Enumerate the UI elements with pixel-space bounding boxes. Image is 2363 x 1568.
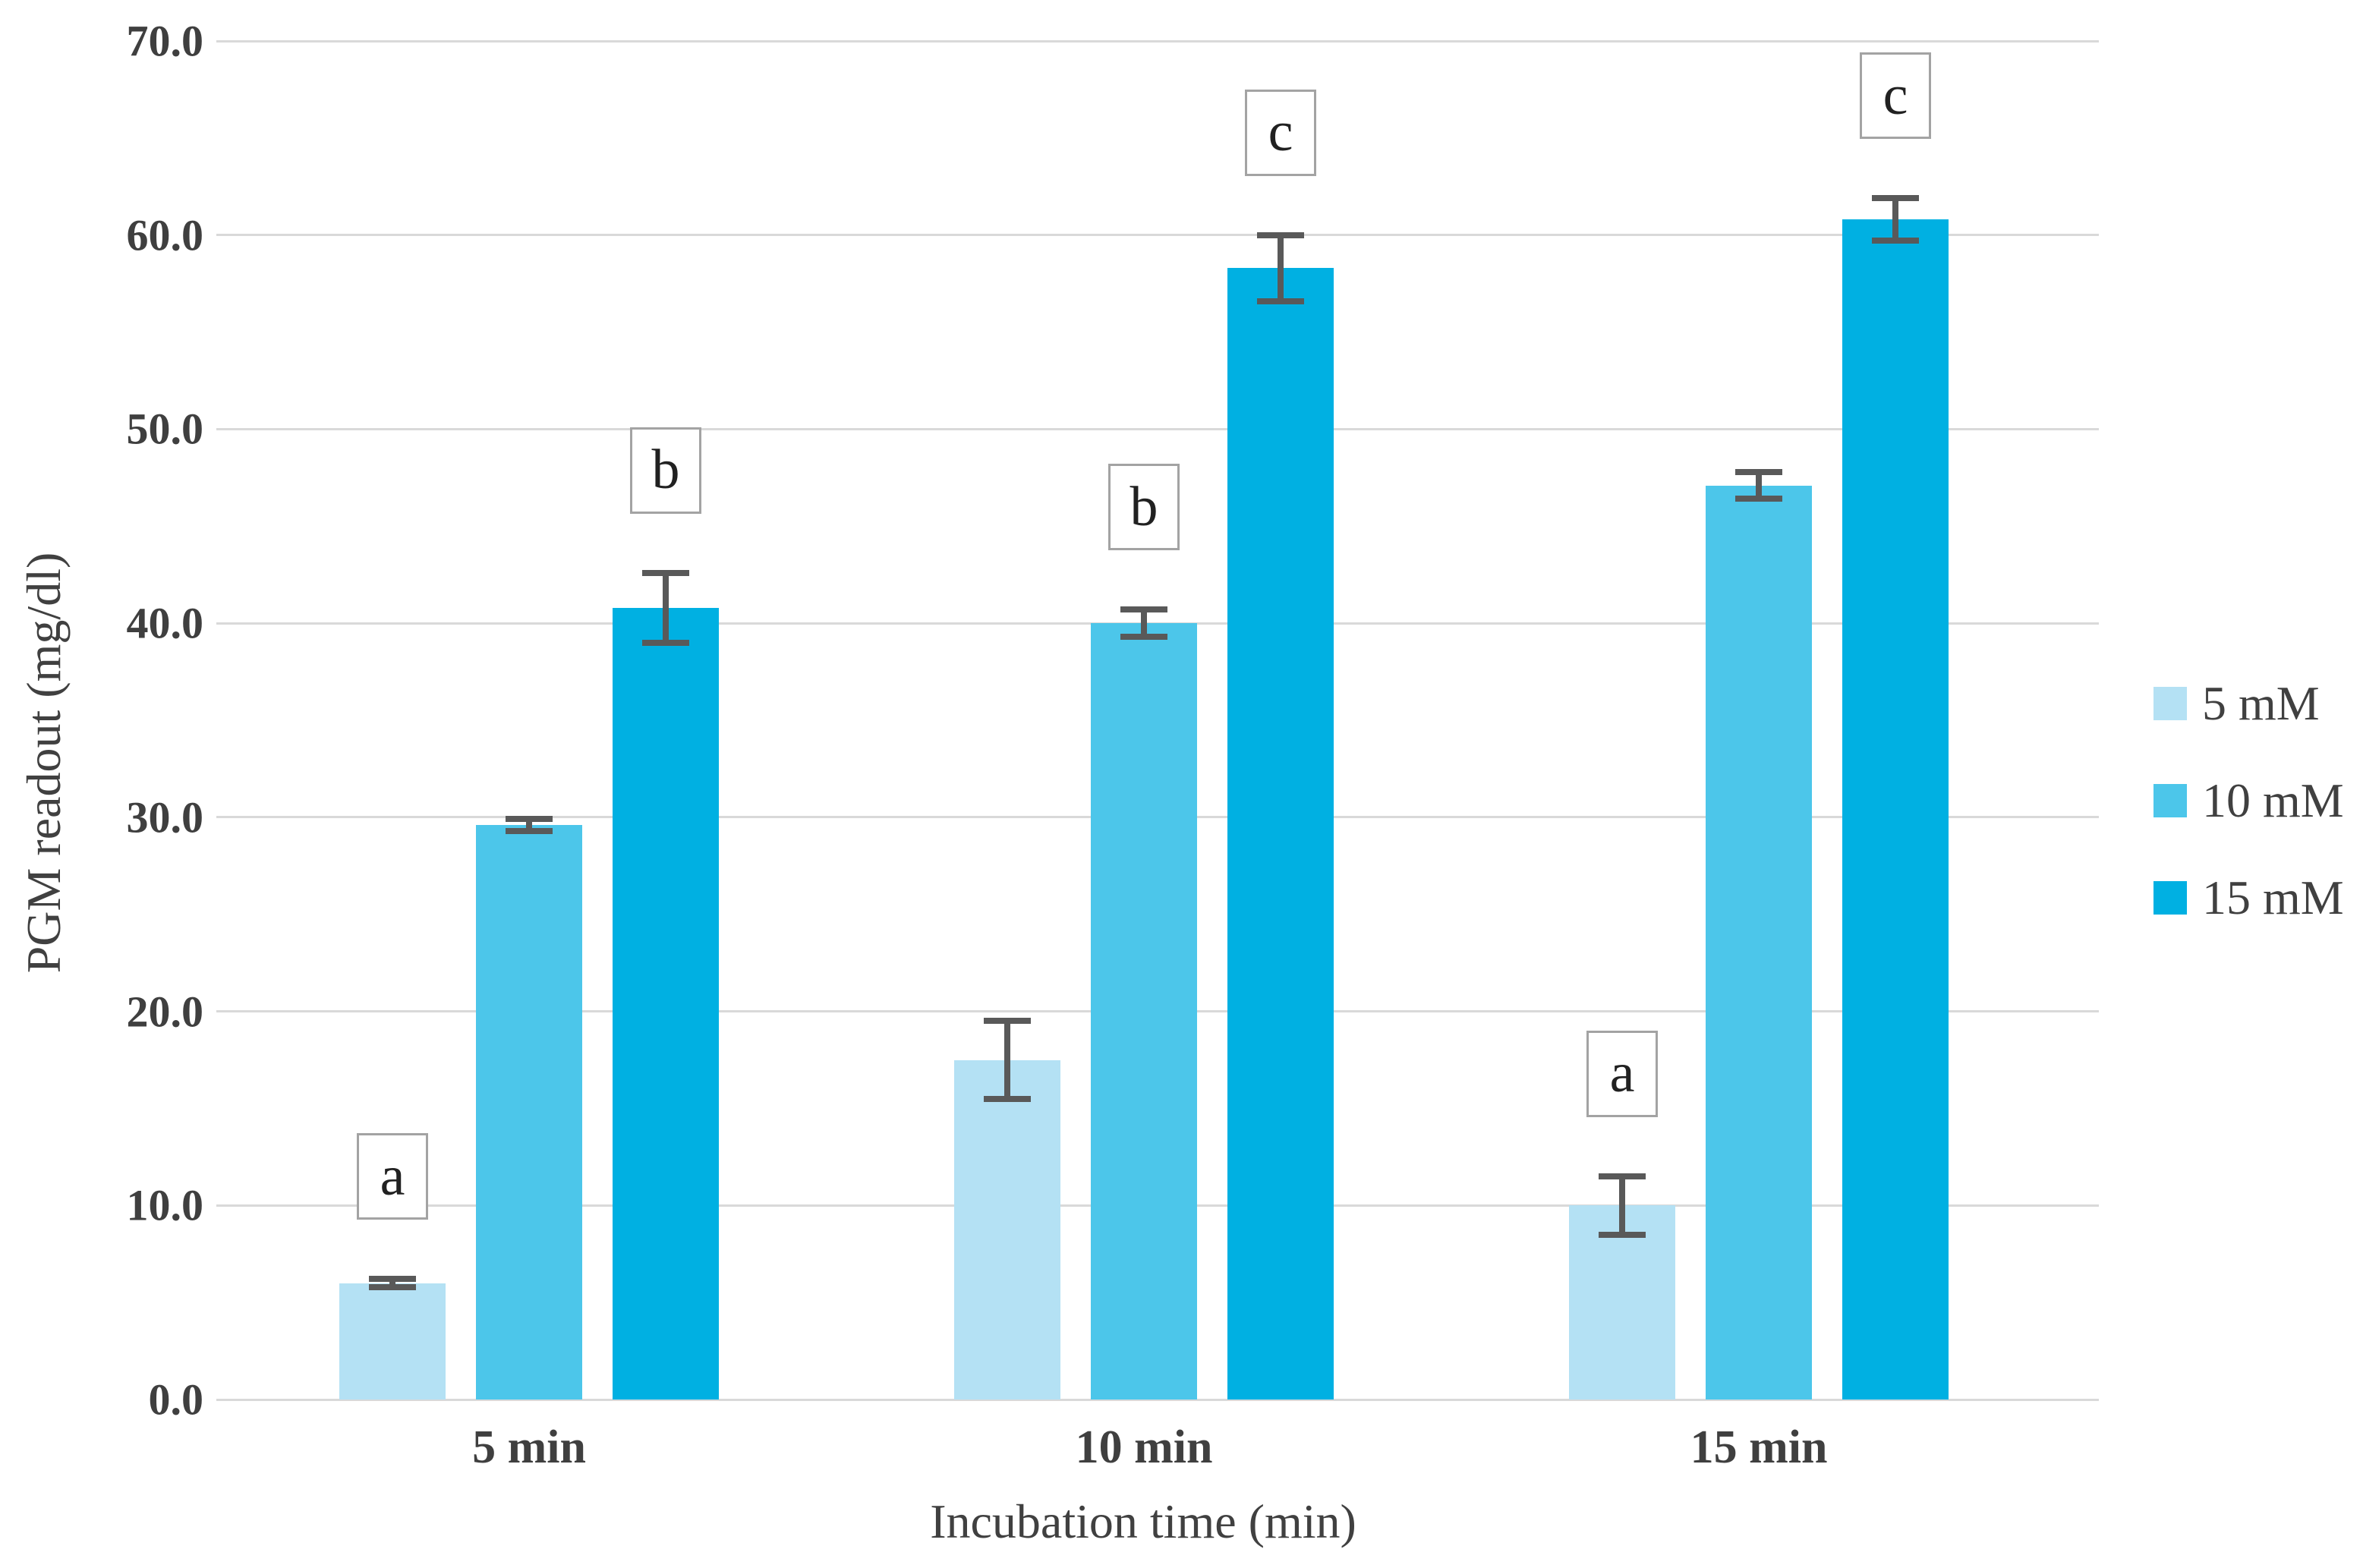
error-bar-cap — [642, 569, 689, 576]
y-tick-label: 30.0 — [126, 792, 204, 842]
error-bar-cap — [642, 639, 689, 646]
bar-5mM-10min — [954, 1060, 1060, 1400]
bar-15mM-15min — [1842, 219, 1949, 1400]
gridline — [216, 234, 2099, 237]
error-bar-line — [1619, 1176, 1625, 1235]
x-tick-label: 10 min — [1075, 1422, 1213, 1473]
x-tick-label: 5 min — [472, 1422, 586, 1473]
legend-swatch — [2153, 687, 2187, 720]
legend-item-5mM: 5 mM — [2153, 676, 2320, 730]
error-bar-cap — [984, 1095, 1031, 1102]
y-tick-label: 60.0 — [126, 210, 204, 260]
error-bar-line — [389, 1279, 395, 1287]
error-bar-line — [1278, 235, 1284, 301]
significance-letter-box: b — [1108, 464, 1180, 551]
error-bar-cap — [1735, 468, 1782, 475]
gridline — [216, 427, 2099, 430]
bar-10mM-10min — [1091, 623, 1197, 1400]
bar-10mM-15min — [1706, 485, 1812, 1400]
bar-10mM-5min — [476, 825, 582, 1400]
bar-5mM-5min — [339, 1283, 446, 1400]
significance-letter: b — [1130, 475, 1158, 538]
bar-15mM-10min — [1227, 268, 1334, 1400]
significance-letter: c — [1883, 64, 1908, 127]
bar-15mM-5min — [613, 607, 719, 1400]
error-bar-line — [526, 819, 532, 831]
error-bar-cap — [1599, 1173, 1646, 1179]
significance-letter: a — [1609, 1042, 1635, 1105]
legend-label: 5 mM — [2202, 676, 2320, 730]
error-bar-line — [1892, 198, 1898, 241]
legend-label: 15 mM — [2202, 871, 2344, 924]
error-bar-cap — [1120, 606, 1167, 613]
significance-letter: c — [1268, 101, 1293, 164]
error-bar-cap — [1599, 1231, 1646, 1238]
y-tick-label: 50.0 — [126, 404, 204, 454]
significance-letter-box: a — [357, 1133, 428, 1220]
significance-letter-box: c — [1245, 89, 1316, 176]
error-bar-cap — [1257, 231, 1304, 238]
y-tick-label: 20.0 — [126, 987, 204, 1037]
error-bar-cap — [1257, 298, 1304, 304]
error-bar-cap — [1735, 496, 1782, 502]
legend-item-10mM: 10 mM — [2153, 773, 2344, 827]
legend-label: 10 mM — [2202, 773, 2344, 827]
error-bar-cap — [1872, 195, 1919, 202]
error-bar-cap — [1872, 238, 1919, 244]
significance-letter-box: c — [1860, 52, 1931, 140]
significance-letter: a — [380, 1145, 405, 1207]
error-bar-cap — [506, 816, 553, 823]
x-tick-label: 15 min — [1690, 1422, 1828, 1473]
legend-swatch — [2153, 784, 2187, 817]
significance-letter-box: a — [1586, 1030, 1658, 1117]
significance-letter: b — [651, 439, 680, 502]
gridline — [216, 39, 2099, 43]
error-bar-line — [1756, 471, 1762, 499]
error-bar-cap — [369, 1283, 416, 1290]
legend-item-15mM: 15 mM — [2153, 871, 2344, 924]
y-tick-label: 70.0 — [126, 16, 204, 66]
error-bar-cap — [984, 1018, 1031, 1025]
error-bar-line — [1141, 609, 1147, 638]
significance-letter-box: b — [630, 427, 701, 514]
x-axis-title: Incubation time (min) — [930, 1494, 1356, 1548]
y-tick-label: 10.0 — [126, 1180, 204, 1230]
error-bar-line — [1004, 1021, 1010, 1099]
legend-swatch — [2153, 881, 2187, 915]
error-bar-cap — [1120, 634, 1167, 641]
error-bar-cap — [369, 1276, 416, 1283]
gridline — [216, 1398, 2099, 1401]
y-tick-label: 40.0 — [126, 598, 204, 648]
bar-5mM-15min — [1569, 1205, 1675, 1400]
y-tick-label: 0.0 — [148, 1374, 204, 1425]
error-bar-cap — [506, 827, 553, 834]
error-bar-line — [663, 572, 669, 643]
